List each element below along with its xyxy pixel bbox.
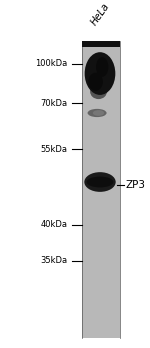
Bar — [82, 41, 120, 338]
Ellipse shape — [85, 52, 115, 95]
Text: 70kDa: 70kDa — [40, 98, 67, 108]
Ellipse shape — [96, 57, 108, 77]
Ellipse shape — [88, 109, 106, 117]
Ellipse shape — [93, 110, 104, 116]
Ellipse shape — [88, 73, 103, 91]
Text: 35kDa: 35kDa — [40, 256, 67, 266]
Text: 55kDa: 55kDa — [40, 145, 67, 154]
Bar — [82, 41, 120, 47]
Ellipse shape — [90, 84, 107, 99]
Text: HeLa: HeLa — [90, 1, 112, 27]
Text: 40kDa: 40kDa — [40, 220, 67, 229]
Text: 100kDa: 100kDa — [35, 59, 67, 68]
Text: ZP3: ZP3 — [126, 180, 146, 190]
Ellipse shape — [87, 176, 113, 188]
Ellipse shape — [84, 172, 116, 192]
